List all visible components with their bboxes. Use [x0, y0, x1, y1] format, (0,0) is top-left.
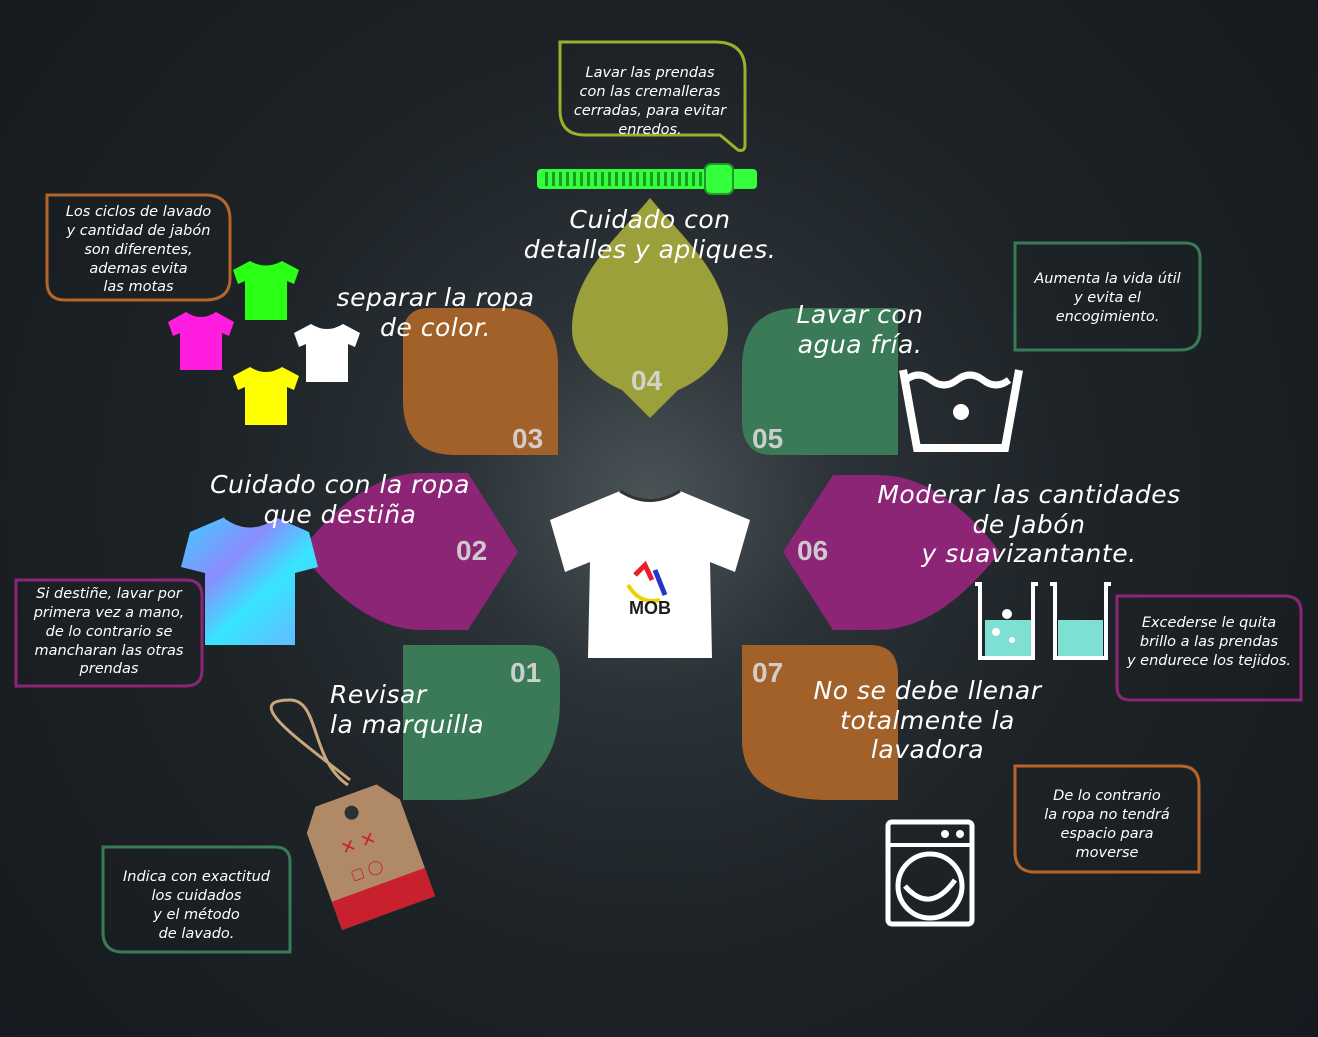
petal-06: [783, 475, 1000, 630]
step-number-04: 04: [631, 365, 663, 396]
step-number-06: 06: [797, 535, 829, 566]
washing-machine-icon: [885, 819, 975, 927]
note-04: Lavar las prendas con las cremalleras ce…: [573, 65, 727, 138]
center-shirt-icon: [550, 489, 750, 658]
tie-dye-shirt-icon: [181, 515, 318, 645]
step-title-06: Moderar las cantidades de Jabón y suaviz…: [877, 480, 1181, 568]
note-box-05: [1013, 241, 1202, 352]
step-title-02: Cuidado con la ropa que destiña: [210, 470, 470, 529]
step-title-07: No se debe llenar totalmente la lavadora: [813, 676, 1042, 764]
step-number-01: 01: [510, 657, 542, 688]
note-box-01: [101, 845, 292, 954]
cold-wash-icon: [899, 369, 1023, 452]
petal-05: [742, 308, 898, 455]
zipper-tooth: [636, 172, 639, 186]
step-number-03: 03: [512, 423, 544, 454]
note-05: Aumenta la vida útil y evita el encogimi…: [1034, 271, 1181, 325]
zipper-tooth: [699, 172, 702, 186]
zipper-tooth: [650, 172, 653, 186]
mob-logo-text: MOB: [629, 598, 671, 618]
zipper-tooth: [685, 172, 688, 186]
petal-03: [403, 308, 558, 455]
step-title-05: Lavar con agua fría.: [796, 300, 924, 359]
step-title-04: Cuidado con detalles y apliques.: [523, 205, 777, 264]
zipper-tooth: [580, 172, 583, 186]
zipper-tooth: [692, 172, 695, 186]
step-number-05: 05: [752, 423, 784, 454]
petal-02: [300, 473, 518, 630]
zipper-tooth: [643, 172, 646, 186]
zipper-tooth: [587, 172, 590, 186]
tag-icon: ✕ ✕ ▢ ◯: [269, 698, 436, 930]
note-07: De lo contrario la ropa no tendrá espaci…: [1044, 788, 1170, 861]
zipper-tooth: [615, 172, 618, 186]
petal-07: [742, 645, 898, 800]
step-number-07: 07: [752, 657, 784, 688]
step-title-01: Revisar la marquilla: [330, 680, 485, 739]
zipper-tooth: [573, 172, 576, 186]
note-02: Si destiñe, lavar por primera vez a mano…: [33, 586, 185, 678]
note-box-04: [558, 40, 747, 152]
zipper-tooth: [622, 172, 625, 186]
zipper-tooth: [678, 172, 681, 186]
note-box-02: [14, 578, 204, 688]
zipper-tooth: [566, 172, 569, 186]
petal-01: [403, 645, 560, 800]
zipper-tooth: [608, 172, 611, 186]
beakers-icon: [975, 582, 1111, 660]
zipper-tooth: [594, 172, 597, 186]
note-03: Los ciclos de lavado y cantidad de jabón…: [65, 204, 212, 296]
petal-04: [572, 198, 728, 418]
zipper-tooth: [601, 172, 604, 186]
zipper-tooth: [629, 172, 632, 186]
zipper-tooth: [552, 172, 555, 186]
note-box-03: [45, 193, 232, 302]
step-number-02: 02: [456, 535, 488, 566]
zipper-tooth: [657, 172, 660, 186]
zipper-tooth: [559, 172, 562, 186]
note-01: Indica con exactitud los cuidados y el m…: [123, 869, 270, 942]
zipper-tooth: [664, 172, 667, 186]
zipper-tooth: [545, 172, 548, 186]
color-shirts-icon: [168, 261, 360, 425]
step-title-03: separar la ropa de color.: [336, 283, 535, 342]
zipper-icon: [537, 163, 757, 195]
zipper-tooth: [671, 172, 674, 186]
note-box-06: [1115, 594, 1303, 702]
note-06: Excederse le quita brillo a las prendas …: [1126, 615, 1292, 669]
note-box-07: [1013, 764, 1201, 874]
